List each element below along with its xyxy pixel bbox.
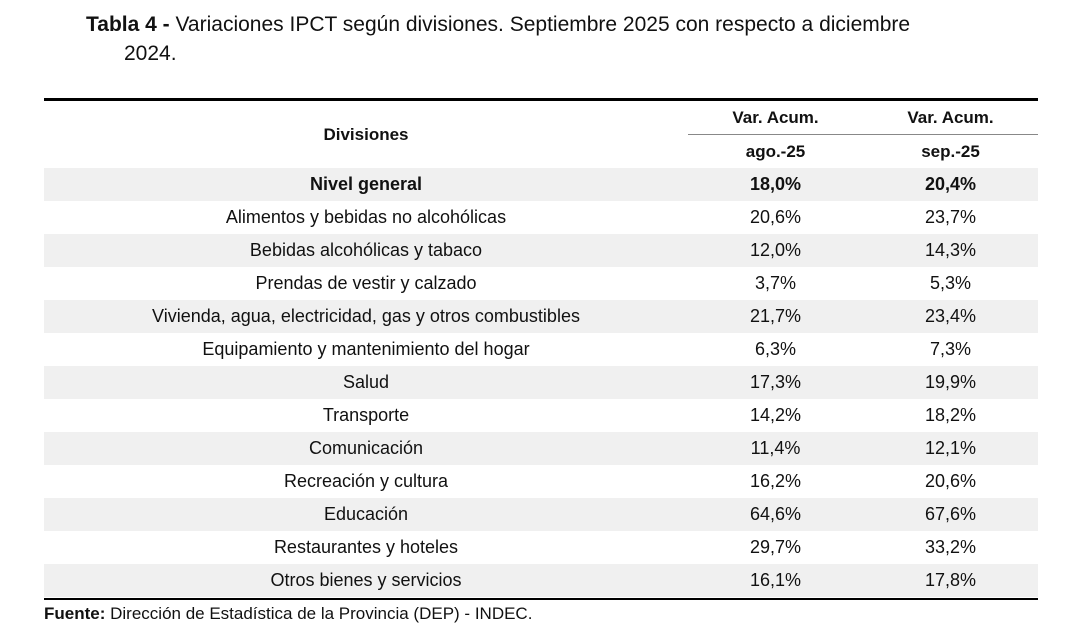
- ago-25-cell: 16,1%: [688, 564, 863, 597]
- ago-25-cell: 64,6%: [688, 498, 863, 531]
- sep-25-cell: 7,3%: [929, 339, 972, 359]
- ago-25-cell: 3,7%: [754, 273, 797, 293]
- division-cell: Educación: [44, 498, 688, 531]
- table-row: Vivienda, agua, electricidad, gas y otro…: [44, 300, 1038, 333]
- ago-25-cell: 18,0%: [688, 168, 863, 201]
- table-row: Restaurantes y hoteles 29,7% 33,2%: [44, 531, 1038, 564]
- division-cell: Alimentos y bebidas no alcohólicas: [225, 207, 507, 227]
- ipct-divisions-table: Divisiones Var. Acum. Var. Acum. ago.-25…: [44, 101, 1038, 597]
- table-row: Equipamiento y mantenimiento del hogar 6,…: [44, 333, 1038, 366]
- table-row: Educación 64,6% 67,6%: [44, 498, 1038, 531]
- ago-25-cell: 12,0%: [688, 234, 863, 267]
- sep-25-cell: 12,1%: [863, 432, 1038, 465]
- ago-25-cell: 20,6%: [749, 207, 802, 227]
- division-cell: Equipamiento y mantenimiento del hogar: [202, 339, 530, 359]
- sep-25-cell: 20,6%: [924, 471, 977, 491]
- division-cell: Transporte: [322, 405, 410, 425]
- division-cell: Bebidas alcohólicas y tabaco: [44, 234, 688, 267]
- division-cell: Nivel general: [44, 168, 688, 201]
- ago-25-cell: 16,2%: [749, 471, 802, 491]
- ago-25-cell: 17,3%: [688, 366, 863, 399]
- ago-25-cell: 29,7%: [749, 537, 802, 557]
- division-cell: Otros bienes y servicios: [44, 564, 688, 597]
- table-number-label: Tabla 4 -: [86, 13, 170, 36]
- division-cell: Salud: [44, 366, 688, 399]
- sep-25-cell: 33,2%: [924, 537, 977, 557]
- table-title: Tabla 4 - Variaciones IPCT según divisio…: [86, 10, 1046, 68]
- table-title-line2: 2024.: [124, 42, 177, 65]
- header-sep-25: sep.-25: [863, 134, 1038, 168]
- sep-25-cell: 67,6%: [863, 498, 1038, 531]
- table-row: Otros bienes y servicios 16,1% 17,8%: [44, 564, 1038, 597]
- sep-25-cell: 23,7%: [924, 207, 977, 227]
- header-var-acum-sep: Var. Acum.: [907, 107, 994, 127]
- source-label: Fuente:: [44, 604, 106, 623]
- ago-25-cell: 21,7%: [688, 300, 863, 333]
- table-title-line1: Variaciones IPCT según divisiones. Septi…: [175, 13, 911, 36]
- table-row: Prendas de vestir y calzado 3,7% 5,3%: [44, 267, 1038, 300]
- ago-25-cell: 14,2%: [749, 405, 802, 425]
- division-cell: Comunicación: [44, 432, 688, 465]
- table-bottom-rule: [44, 598, 1038, 600]
- division-cell: Prendas de vestir y calzado: [255, 273, 477, 293]
- sep-25-cell: 20,4%: [863, 168, 1038, 201]
- sep-25-cell: 19,9%: [863, 366, 1038, 399]
- table-row: Salud 17,3% 19,9%: [44, 366, 1038, 399]
- table-top-rule: [44, 98, 1038, 101]
- division-cell: Recreación y cultura: [283, 471, 449, 491]
- table-row: Recreación y cultura 16,2% 20,6%: [44, 465, 1038, 498]
- sep-25-cell: 23,4%: [863, 300, 1038, 333]
- source-text: Dirección de Estadística de la Provincia…: [110, 604, 533, 623]
- ago-25-cell: 6,3%: [754, 339, 797, 359]
- sep-25-cell: 14,3%: [863, 234, 1038, 267]
- sep-25-cell: 5,3%: [929, 273, 972, 293]
- sep-25-cell: 18,2%: [924, 405, 977, 425]
- source-note: Fuente: Dirección de Estadística de la P…: [44, 602, 532, 626]
- header-ago-25: ago.-25: [688, 134, 863, 168]
- header-divisiones: Divisiones: [323, 124, 409, 144]
- table-row: Transporte 14,2% 18,2%: [44, 399, 1038, 432]
- sep-25-cell: 17,8%: [863, 564, 1038, 597]
- ago-25-cell: 11,4%: [688, 432, 863, 465]
- table-row: Alimentos y bebidas no alcohólicas 20,6% 2…: [44, 201, 1038, 234]
- table-row: Nivel general 18,0% 20,4%: [44, 168, 1038, 201]
- division-cell: Restaurantes y hoteles: [273, 537, 459, 557]
- division-cell: Vivienda, agua, electricidad, gas y otro…: [44, 300, 688, 333]
- table-row: Bebidas alcohólicas y tabaco 12,0% 14,3%: [44, 234, 1038, 267]
- table-row: Comunicación 11,4% 12,1%: [44, 432, 1038, 465]
- header-var-acum-ago: Var. Acum.: [732, 107, 819, 127]
